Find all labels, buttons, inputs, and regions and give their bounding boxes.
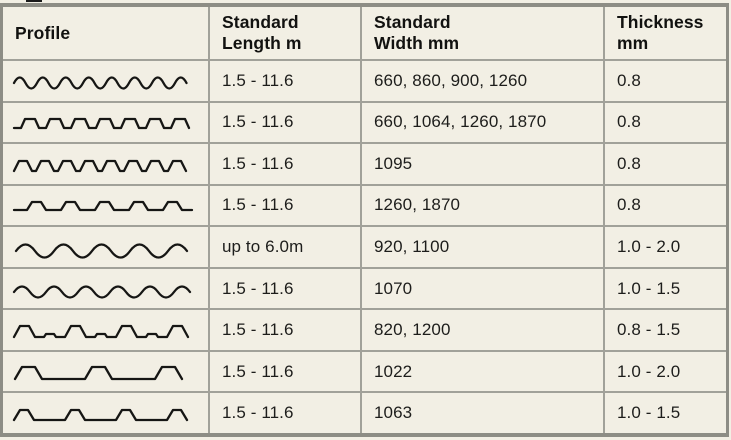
thickness-cell: 1.0 - 1.5 (605, 268, 726, 309)
thickness-cell: 0.8 (605, 144, 726, 184)
width-cell: 820, 1200 (362, 310, 603, 350)
length-cell: up to 6.0m (210, 227, 360, 267)
width-cell: 1070 (362, 268, 603, 309)
column-header-profile: Profile (3, 7, 208, 59)
length-cell: 1.5 - 11.6 (210, 393, 360, 433)
thickness-cell: 0.8 (605, 61, 726, 101)
corrugated-profile-icon (13, 365, 184, 380)
width-cell: 1022 (362, 351, 603, 392)
thickness-cell: 0.8 (605, 102, 726, 143)
profile-drawing-cell (3, 227, 208, 267)
thickness-cell: 0.8 (605, 185, 726, 226)
corrugated-profile-icon (12, 284, 192, 299)
width-cell: 660, 860, 900, 1260 (362, 61, 603, 101)
profile-drawing-cell (3, 102, 208, 143)
width-cell: 1095 (362, 144, 603, 184)
width-cell: 1260, 1870 (362, 185, 603, 226)
corrugated-profile-icon (12, 409, 189, 422)
profile-drawing-cell (3, 144, 208, 184)
length-cell: 1.5 - 11.6 (210, 102, 360, 143)
corrugated-profile-icon (12, 76, 188, 90)
corrugated-profile-icon (12, 118, 191, 130)
corrugated-profile-icon (14, 243, 189, 259)
cropped-text-fragment (26, 0, 42, 2)
length-cell: 1.5 - 11.6 (210, 144, 360, 184)
length-cell: 1.5 - 11.6 (210, 268, 360, 309)
length-cell: 1.5 - 11.6 (210, 185, 360, 226)
length-cell: 1.5 - 11.6 (210, 310, 360, 350)
column-header-thickness: Thickness mm (605, 7, 726, 59)
column-header-width: Standard Width mm (362, 7, 603, 59)
profile-drawing-cell (3, 310, 208, 350)
length-cell: 1.5 - 11.6 (210, 351, 360, 392)
thickness-cell: 1.0 - 2.0 (605, 351, 726, 392)
thickness-cell: 1.0 - 2.0 (605, 227, 726, 267)
thickness-cell: 0.8 - 1.5 (605, 310, 726, 350)
profile-drawing-cell (3, 268, 208, 309)
column-header-length: Standard Length m (210, 7, 360, 59)
corrugated-profile-icon (12, 324, 190, 339)
corrugated-profile-icon (12, 201, 194, 212)
profile-spec-table: Profile Standard Length m Standard Width… (0, 3, 729, 437)
profile-drawing-cell (3, 393, 208, 433)
width-cell: 1063 (362, 393, 603, 433)
width-cell: 660, 1064, 1260, 1870 (362, 102, 603, 143)
profile-drawing-cell (3, 61, 208, 101)
length-cell: 1.5 - 11.6 (210, 61, 360, 101)
corrugated-profile-icon (12, 159, 188, 173)
profile-drawing-cell (3, 185, 208, 226)
profile-drawing-cell (3, 351, 208, 392)
width-cell: 920, 1100 (362, 227, 603, 267)
thickness-cell: 1.0 - 1.5 (605, 393, 726, 433)
